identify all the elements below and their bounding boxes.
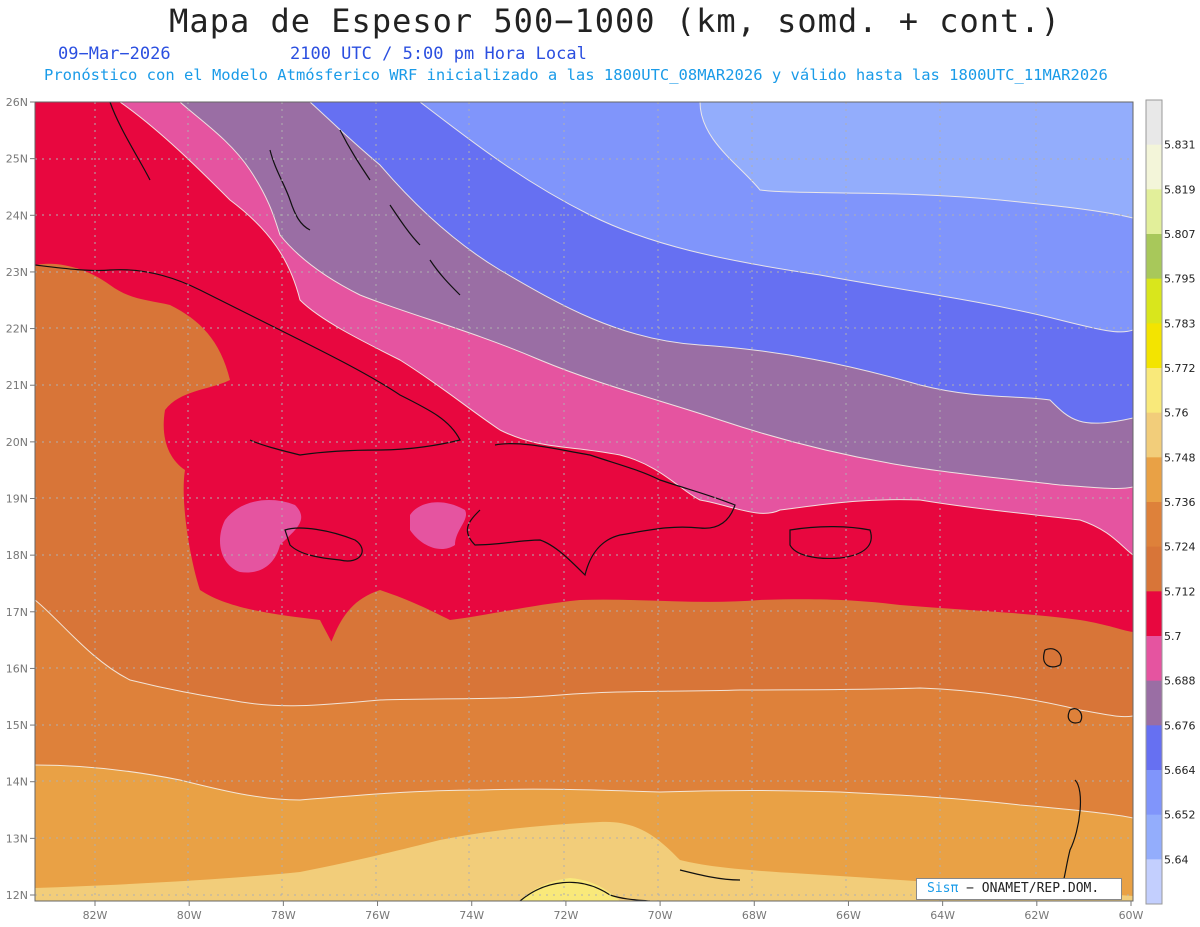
colorbar-label: 5.795 (1164, 273, 1196, 286)
colorbar-swatch (1146, 725, 1162, 771)
lon-label: 62W (1024, 909, 1049, 922)
lon-label: 74W (459, 909, 484, 922)
plot-frame (34, 101, 1134, 902)
lat-label: 25N (6, 153, 28, 166)
lat-label: 15N (6, 719, 28, 732)
colorbar-swatch (1146, 591, 1162, 637)
lat-label: 19N (6, 493, 28, 506)
colorbar-label: 5.676 (1164, 719, 1196, 732)
colorbar-label: 5.772 (1164, 362, 1196, 375)
longitude-axis: 82W 80W 78W 76W 74W 72W 70W 68W 66W 64W 62W 60W (83, 901, 1144, 922)
lat-label: 22N (6, 323, 28, 336)
colorbar-swatch (1146, 502, 1162, 548)
colorbar-swatch (1146, 368, 1162, 414)
band-5.688-patch (220, 500, 302, 573)
lat-label: 18N (6, 549, 28, 562)
lon-label: 78W (271, 909, 296, 922)
lat-label: 20N (6, 436, 28, 449)
credit-box: Sisπ − ONAMET/REP.DOM. (916, 878, 1122, 900)
colorbar-label: 5.819 (1164, 183, 1196, 196)
colorbar-swatch (1146, 189, 1162, 235)
colorbar-label: 5.831 (1164, 139, 1196, 152)
lon-label: 72W (553, 909, 578, 922)
colorbar-swatch (1146, 234, 1162, 280)
model-info: Pronóstico con el Modelo Atmósferico WRF… (44, 66, 1108, 84)
credit-text: − ONAMET/REP.DOM. (958, 881, 1100, 896)
colorbar: 5.831 5.819 5.807 5.795 5.783 5.772 5.76 5.748 5… (1145, 99, 1196, 905)
lat-label: 21N (6, 379, 28, 392)
colorbar-swatch (1146, 100, 1162, 146)
colorbar-label: 5.736 (1164, 496, 1196, 509)
thickness-bands (35, 102, 1133, 901)
colorbar-swatch (1146, 457, 1162, 503)
colorbar-swatch (1146, 546, 1162, 592)
lat-label: 26N (6, 96, 28, 109)
forecast-date: 09−Mar−2026 (58, 44, 171, 64)
band-5.748 (35, 821, 1133, 901)
colorbar-swatch (1146, 770, 1162, 816)
forecast-time: 2100 UTC / 5:00 pm Hora Local (290, 44, 587, 64)
latitude-axis: 12N 13N 14N 15N 16N 17N 18N 19N 20N 21N 22N 23N 24N 2… (6, 96, 35, 902)
lat-label: 24N (6, 209, 28, 222)
colorbar-swatch (1146, 636, 1162, 682)
colorbar-swatch (1146, 680, 1162, 726)
colorbar-label: 5.807 (1164, 228, 1196, 241)
contour-lines (35, 102, 1133, 819)
colorbar-label: 5.688 (1164, 675, 1196, 688)
colorbar-swatch (1146, 278, 1162, 324)
colorbar-label: 5.652 (1164, 809, 1196, 822)
colorbar-label: 5.748 (1164, 451, 1196, 464)
colorbar-label: 5.64 (1164, 853, 1189, 866)
colorbar-label: 5.783 (1164, 317, 1196, 330)
colorbar-label: 5.664 (1164, 764, 1196, 777)
colorbar-swatch (1146, 144, 1162, 190)
graticule (35, 102, 1133, 901)
map-title: Mapa de Espesor 500−1000 (km, somd. + co… (169, 2, 1061, 40)
lat-label: 23N (6, 266, 28, 279)
colorbar-label: 5.712 (1164, 585, 1196, 598)
lat-label: 17N (6, 606, 28, 619)
lon-label: 82W (83, 909, 108, 922)
lon-label: 70W (648, 909, 673, 922)
colorbar-label: 5.7 (1164, 630, 1182, 643)
lat-label: 14N (6, 776, 28, 789)
lat-label: 16N (6, 662, 28, 675)
colorbar-swatch (1146, 412, 1162, 458)
lat-label: 12N (6, 889, 28, 902)
colorbar-swatch (1146, 323, 1162, 369)
lon-label: 68W (742, 909, 767, 922)
colorbar-frame (1145, 99, 1163, 905)
colorbar-label: 5.76 (1164, 407, 1189, 420)
colorbar-label: 5.724 (1164, 541, 1196, 554)
lon-label: 80W (177, 909, 202, 922)
band-5.688-patch (410, 502, 467, 550)
lon-label: 64W (930, 909, 955, 922)
lon-label: 60W (1119, 909, 1144, 922)
colorbar-swatch (1146, 814, 1162, 860)
brand-label: Sisπ (927, 881, 959, 896)
lon-label: 66W (836, 909, 861, 922)
colorbar-swatch (1146, 859, 1162, 905)
lon-label: 76W (365, 909, 390, 922)
lat-label: 13N (6, 832, 28, 845)
